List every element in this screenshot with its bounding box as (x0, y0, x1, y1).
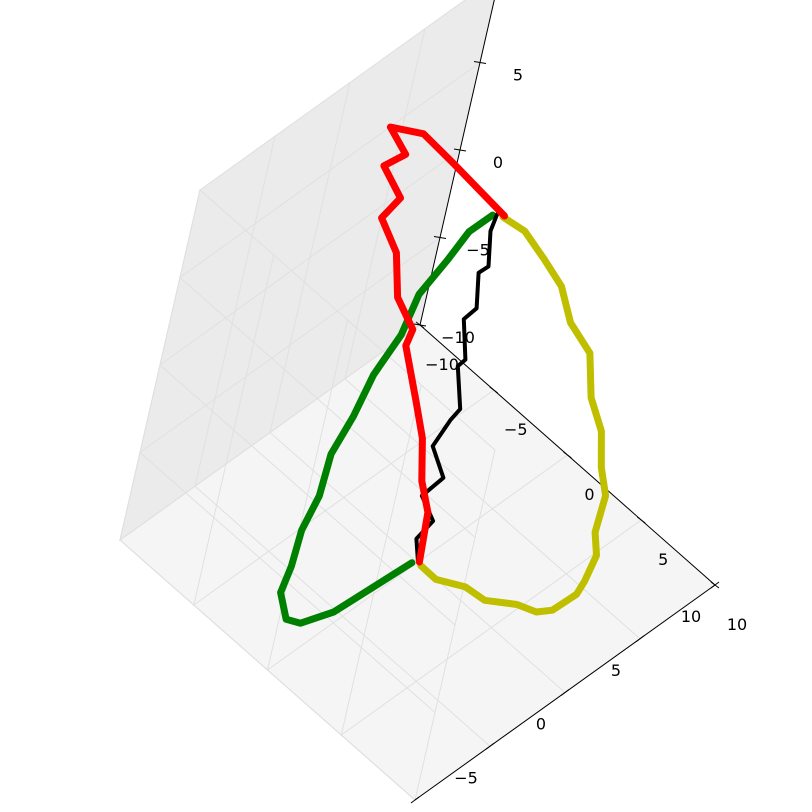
x-tick (410, 796, 420, 804)
x-tick (560, 689, 570, 696)
y-tick (710, 581, 720, 589)
y-tick (563, 451, 572, 459)
y-tick-label: 10 (727, 615, 747, 634)
x-tick (485, 742, 495, 750)
z-tick-label: −5 (466, 241, 490, 260)
x-tick (635, 635, 645, 643)
tick-marks (410, 61, 720, 804)
y-tick-label: 5 (658, 550, 668, 569)
y-tick-label: −10 (425, 355, 459, 374)
series-line-1 (417, 213, 610, 616)
x-tick-label: 0 (536, 715, 546, 734)
data-series (277, 123, 610, 627)
grid-line-z (199, 0, 496, 451)
grid-line-y (119, 189, 416, 801)
z-tick (473, 61, 487, 64)
grid-lines (119, 0, 716, 802)
y-tick (489, 386, 499, 394)
y-tick (636, 516, 646, 524)
series-line-2 (277, 211, 497, 627)
y-tick-label: 0 (584, 485, 594, 504)
x-tick-label: 5 (611, 661, 621, 680)
y-tick-label: −5 (504, 420, 528, 439)
z-tick-label: 5 (513, 66, 523, 85)
z-tick-label: 0 (493, 153, 503, 172)
z-tick (433, 236, 447, 239)
z-tick-label: −10 (441, 328, 475, 347)
x-tick-label: 10 (681, 607, 701, 626)
z-tick (413, 323, 427, 327)
x-tick-label: −5 (454, 768, 478, 787)
series-line-4 (378, 123, 508, 566)
z-tick (453, 148, 467, 152)
